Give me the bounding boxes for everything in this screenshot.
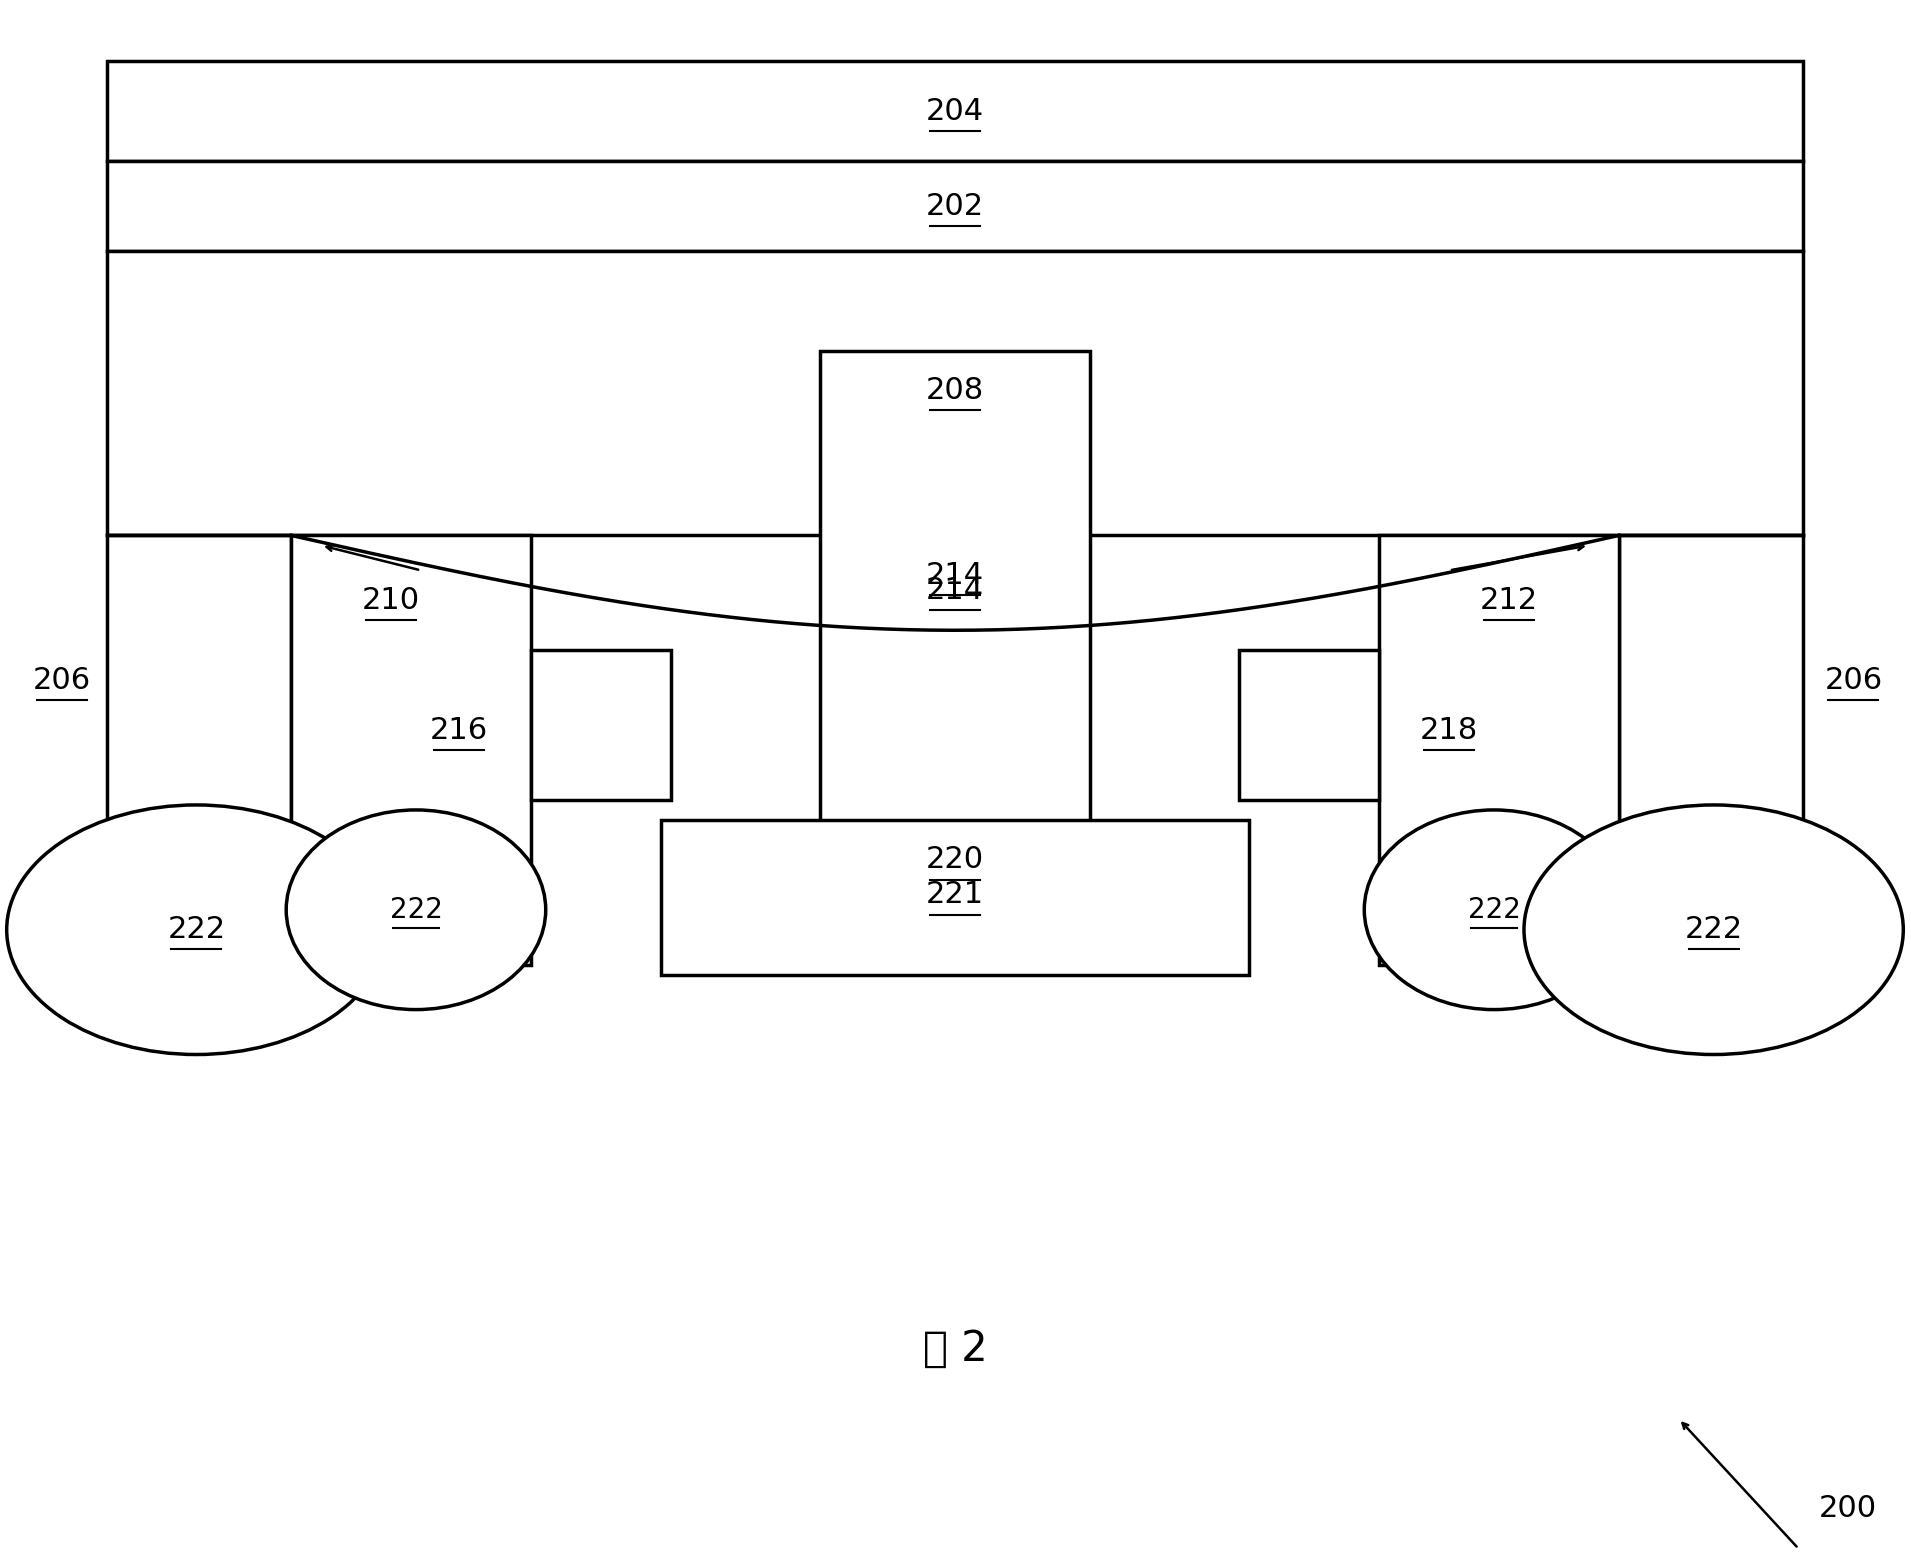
Bar bbox=[820, 351, 1089, 965]
Bar bbox=[1240, 651, 1380, 799]
Text: 208: 208 bbox=[925, 376, 984, 406]
Text: 202: 202 bbox=[927, 192, 984, 220]
Ellipse shape bbox=[8, 805, 386, 1055]
Bar bbox=[661, 820, 1250, 974]
Text: 204: 204 bbox=[927, 97, 984, 126]
Text: 214: 214 bbox=[927, 560, 984, 590]
Bar bbox=[1619, 535, 1804, 965]
Text: 图 2: 图 2 bbox=[923, 1328, 988, 1371]
Text: 220: 220 bbox=[927, 846, 984, 874]
Text: 222: 222 bbox=[168, 915, 225, 944]
Text: 216: 216 bbox=[430, 715, 487, 745]
Text: 222: 222 bbox=[1686, 915, 1743, 944]
Ellipse shape bbox=[1523, 805, 1903, 1055]
Text: 206: 206 bbox=[1825, 665, 1882, 695]
Bar bbox=[290, 535, 531, 965]
Bar bbox=[107, 535, 290, 965]
Text: 200: 200 bbox=[1819, 1494, 1877, 1524]
Text: 222: 222 bbox=[1468, 896, 1521, 924]
Text: 212: 212 bbox=[1479, 585, 1538, 615]
Bar bbox=[107, 161, 1804, 251]
Bar bbox=[107, 251, 1804, 535]
Text: 222: 222 bbox=[390, 896, 443, 924]
Text: 210: 210 bbox=[361, 585, 420, 615]
Text: 206: 206 bbox=[32, 665, 90, 695]
Bar bbox=[107, 61, 1804, 161]
Bar bbox=[531, 651, 671, 799]
Text: 214: 214 bbox=[927, 576, 984, 604]
Ellipse shape bbox=[287, 810, 547, 1010]
Bar bbox=[1380, 535, 1619, 965]
Ellipse shape bbox=[1364, 810, 1624, 1010]
Text: 218: 218 bbox=[1420, 715, 1479, 745]
Text: 221: 221 bbox=[927, 880, 984, 910]
